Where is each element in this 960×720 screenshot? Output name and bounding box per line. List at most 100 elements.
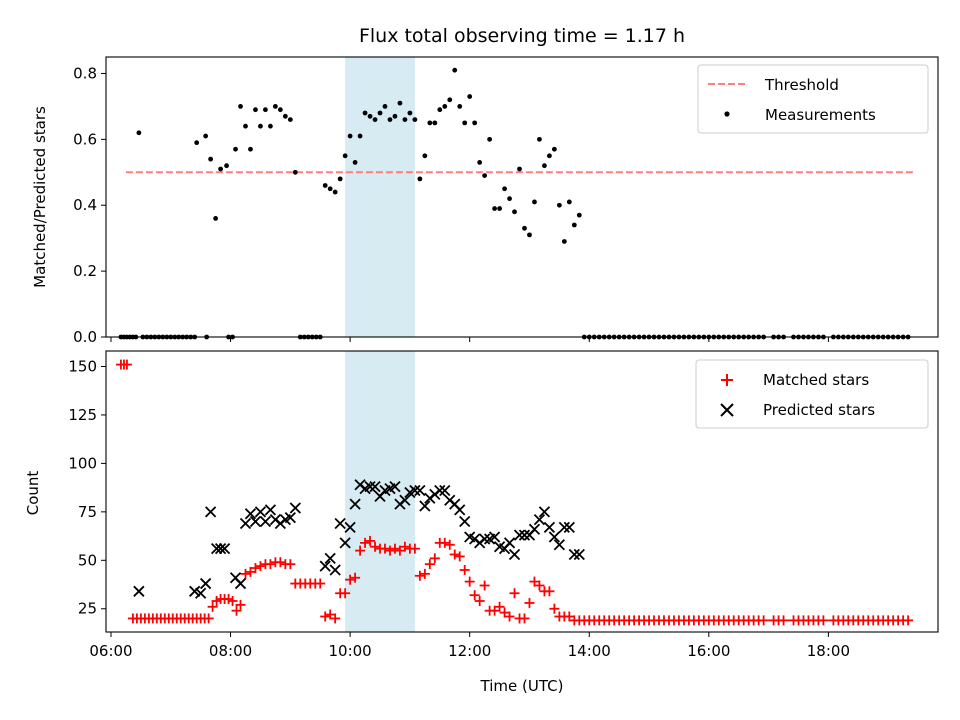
matched-star-point (285, 559, 296, 570)
measurement-point (497, 206, 502, 211)
predicted-x-b (264, 504, 277, 516)
measurement-point (532, 199, 537, 205)
measurement-point (412, 117, 418, 122)
measurement-point (203, 133, 209, 139)
measurement-point (566, 199, 572, 205)
matched-star-point (429, 553, 440, 564)
predicted-x-b (214, 543, 227, 555)
predicted-x-b (249, 515, 262, 528)
top-ytick-label: 0.4 (73, 196, 97, 214)
matched-star-point (345, 574, 356, 585)
measurement-point (432, 120, 438, 126)
bottom-xtick-label: 16:00 (687, 642, 730, 660)
top-data-marks (118, 67, 914, 340)
measurement-point (547, 153, 552, 159)
measurement-point (467, 94, 473, 99)
predicted-x-b (528, 523, 541, 535)
matched-star-point (419, 568, 430, 579)
bottom-plot-frame (105, 350, 939, 633)
matched-star-point (409, 543, 420, 554)
predicted-x-b (239, 517, 252, 530)
predicted-star-point (200, 577, 212, 590)
top-y-axis: 0.0 0.2 0.4 0.6 0.8 (73, 64, 106, 346)
predicted-star-point (454, 504, 466, 516)
predicted-x-b (133, 585, 145, 597)
matched-star-point (424, 559, 435, 570)
predicted-x-b (409, 484, 421, 497)
matched-star-point (818, 615, 829, 626)
predicted-x-b (439, 484, 451, 497)
matched-star-point (240, 568, 251, 579)
predicted-x-b (488, 531, 501, 543)
bottom-xtick-label: 06:00 (89, 642, 132, 660)
matched-star-point (350, 572, 361, 583)
top-legend-box (697, 64, 929, 134)
matched-star-point (504, 611, 515, 622)
predicted-x-b (319, 560, 331, 572)
bottom-y-axis-label: Count (24, 471, 42, 516)
predicted-x-b (503, 537, 516, 549)
predicted-x-b (349, 498, 361, 510)
bottom-panel: 25 50 75 100 125 150 06:00 08:00 10:00 12:00 14:0… (24, 350, 939, 695)
predicted-star-point (478, 533, 491, 545)
predicted-star-point (538, 506, 551, 518)
predicted-star-point (249, 515, 262, 528)
predicted-star-point (264, 504, 277, 516)
measurement-point (332, 189, 338, 195)
matched-star-point (469, 590, 480, 601)
predicted-star-point (568, 548, 580, 561)
matched-star-point (121, 359, 132, 370)
matched-star-point (778, 615, 789, 626)
legend-predicted-swatch (720, 403, 734, 417)
measurement-point (292, 169, 298, 175)
matched-star-point (459, 564, 470, 575)
matched-star-point (227, 595, 238, 606)
matched-star-point (519, 613, 530, 624)
matched-star-point (454, 551, 465, 562)
predicted-x-b (344, 521, 356, 533)
legend-matched-label: Matched stars (763, 371, 869, 389)
measurement-point (357, 133, 363, 139)
predicted-star-point (210, 543, 223, 555)
predicted-star-point (289, 502, 301, 514)
measurement-point (253, 107, 258, 113)
measurement-point (487, 136, 493, 142)
predicted-star-point (204, 506, 217, 518)
predicted-star-point (234, 577, 247, 590)
predicted-star-point (195, 587, 207, 599)
matched-star-point (275, 557, 286, 568)
predicted-x-b (204, 506, 217, 518)
predicted-star-point (399, 494, 411, 506)
legend-matched-swatch (721, 374, 733, 386)
predicted-x-b (533, 513, 546, 526)
measurement-point (352, 160, 358, 165)
matched-star-point (370, 541, 381, 552)
measurement-point (561, 239, 567, 244)
measurement-point (233, 146, 238, 152)
predicted-x-b (324, 552, 336, 564)
predicted-x-b (399, 494, 411, 506)
measurement-point (258, 123, 263, 129)
predicted-x-b (254, 506, 267, 518)
predicted-x-b (329, 564, 341, 576)
top-panel: 0.00.20.40.60.8 Matched/Predicted stars … (31, 56, 939, 346)
bottom-xtick-label: 10:00 (329, 642, 372, 660)
legend-threshold-label: Threshold (764, 76, 839, 94)
measurement-point (277, 107, 283, 113)
legend-measurements-swatch (724, 111, 730, 117)
matched-star-point (320, 611, 331, 622)
predicted-star-point (513, 529, 526, 541)
measurement-point (512, 209, 517, 215)
predicted-x-b (200, 577, 212, 590)
measurement-point (502, 186, 507, 192)
predicted-x-b (464, 531, 476, 543)
measurement-point (337, 176, 343, 182)
top-ytick-label: 0.8 (73, 64, 97, 82)
predicted-star-point (434, 484, 446, 497)
top-plot-frame (105, 56, 939, 338)
legend-measurements-label: Measurements (765, 106, 876, 124)
bottom-ytick-label: 75 (78, 503, 97, 521)
predicted-x-b (369, 481, 381, 493)
predicted-x-b (538, 506, 551, 518)
